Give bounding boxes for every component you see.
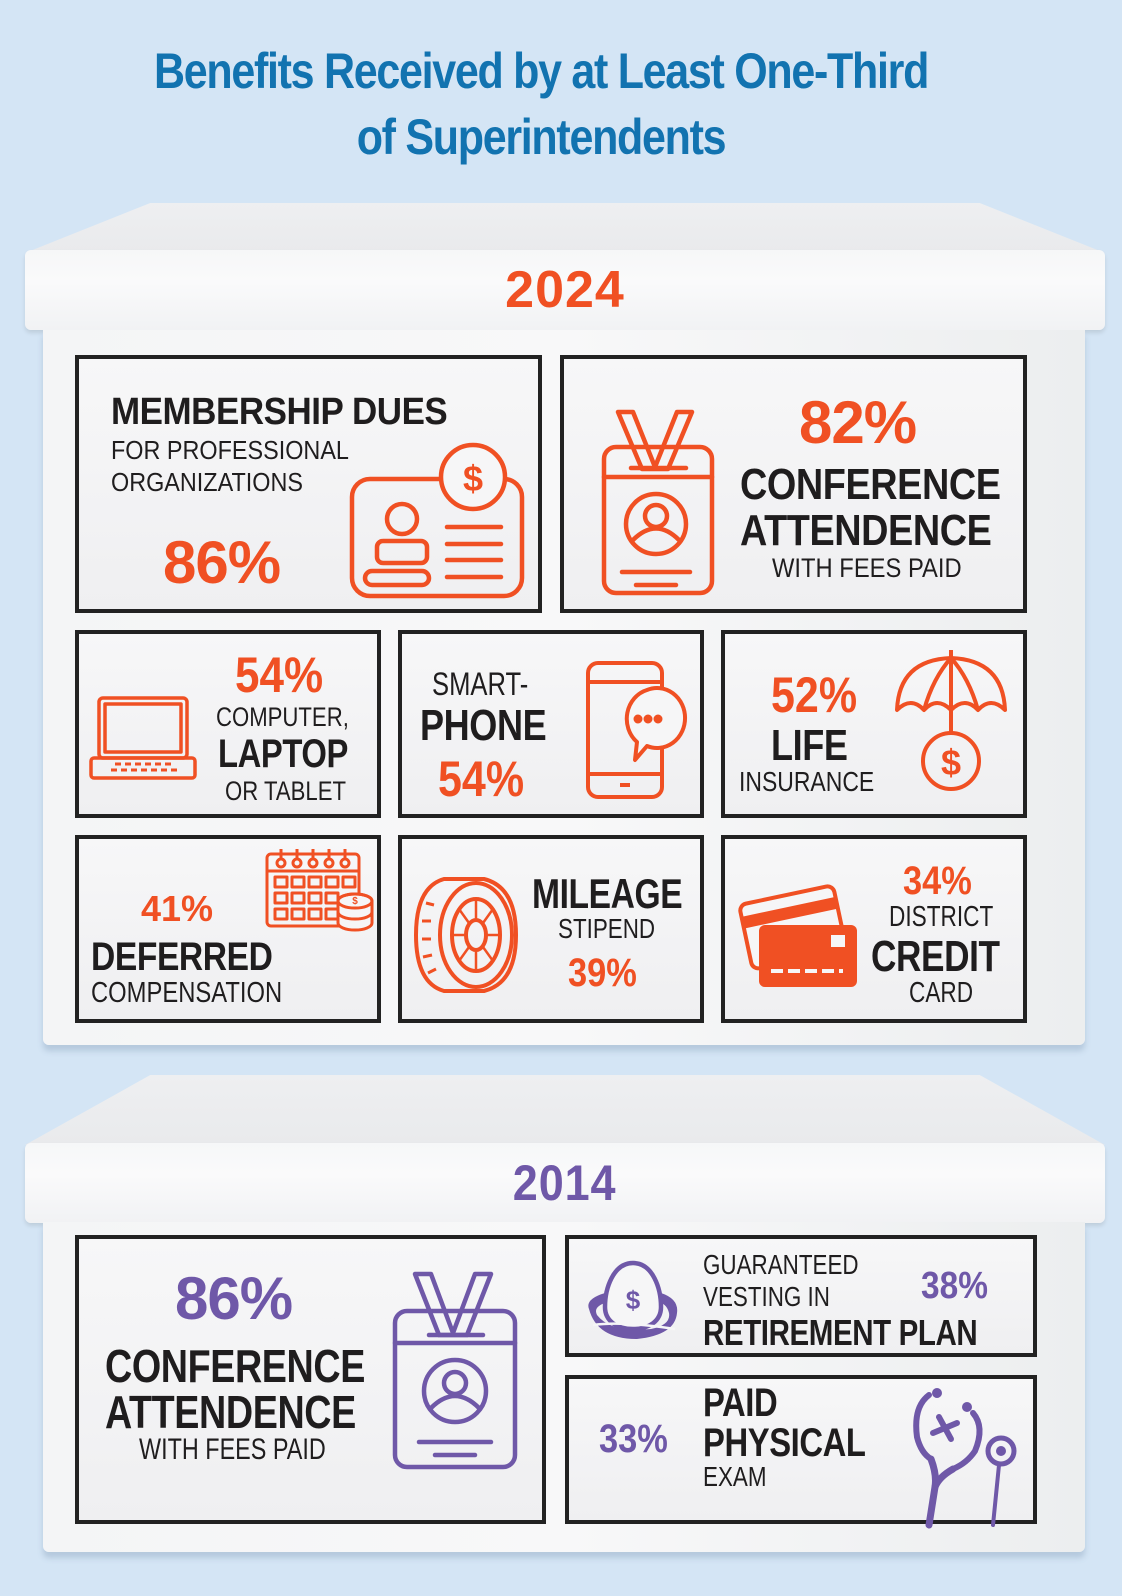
physical-sub: EXAM	[703, 1461, 767, 1492]
membership-value: 86%	[163, 529, 281, 596]
conference-2014-sub: WITH FEES PAID	[139, 1433, 326, 1466]
conference-2014-title-1: CONFERENCE	[105, 1340, 365, 1392]
svg-text:$: $	[626, 1285, 641, 1315]
lanyard-badge-icon	[601, 409, 715, 596]
smartphone-sub: SMART-	[432, 666, 529, 702]
credit-card-sub-1: DISTRICT	[889, 901, 994, 933]
tire-icon	[413, 877, 519, 993]
physical-title-2: PHYSICAL	[703, 1421, 866, 1465]
card-paid-physical: 33% PAID PHYSICAL EXAM	[565, 1375, 1037, 1529]
retirement-sub-1: GUARANTEED	[703, 1249, 859, 1280]
physical-value: 33%	[599, 1417, 668, 1461]
title-line-2: of Superintendents	[356, 109, 727, 165]
conference-2024-title-1: CONFERENCE	[740, 460, 1001, 509]
membership-sub-1: FOR PROFESSIONAL	[111, 435, 349, 465]
life-insurance-title: LIFE	[771, 721, 848, 770]
smartphone-value: 54%	[438, 751, 525, 807]
deferred-value: 41%	[141, 888, 214, 929]
card-conference-2014: 86% CONFERENCE ATTENDENCE WITH FEES PAID	[75, 1235, 546, 1524]
conference-2024-title-2: ATTENDENCE	[740, 506, 992, 555]
conference-2014-title-2: ATTENDENCE	[105, 1386, 356, 1438]
laptop-value: 54%	[235, 647, 324, 703]
credit-cards-icon	[738, 884, 857, 987]
lanyard-badge-icon	[392, 1271, 518, 1470]
conference-2024-sub: WITH FEES PAID	[772, 553, 962, 583]
credit-card-sub-2: CARD	[909, 977, 974, 1009]
conference-2024-value: 82%	[799, 389, 917, 456]
retirement-title: RETIREMENT PLAN	[703, 1312, 978, 1353]
life-insurance-value: 52%	[771, 667, 858, 723]
credit-card-title: CREDIT	[871, 932, 1000, 981]
card-district-credit-card: 34% DISTRICT CREDIT CARD	[721, 835, 1027, 1023]
svg-text:$: $	[463, 458, 483, 499]
card-conference-2024: 82% CONFERENCE ATTENDENCE WITH FEES PAID	[560, 355, 1027, 613]
card-membership-dues: MEMBERSHIP DUES FOR PROFESSIONAL ORGANIZ…	[75, 355, 542, 613]
smartphone-chat-icon	[586, 661, 688, 799]
mileage-value: 39%	[568, 951, 637, 995]
life-insurance-sub: INSURANCE	[739, 766, 875, 797]
laptop-sub-2: OR TABLET	[225, 776, 346, 806]
box-2014-lid-top	[25, 1075, 1105, 1145]
card-mileage-stipend: MILEAGE STIPEND 39%	[398, 835, 704, 1023]
laptop-sub-1: COMPUTER,	[216, 702, 349, 732]
membership-title: MEMBERSHIP DUES	[111, 391, 448, 433]
retirement-value: 38%	[921, 1265, 988, 1307]
card-retirement-plan: $ GUARANTEED VESTING IN RETIREMENT PLAN …	[565, 1235, 1037, 1357]
physical-title-1: PAID	[703, 1381, 778, 1425]
umbrella-dollar-icon: $	[895, 650, 1007, 791]
nest-egg-dollar-icon: $	[588, 1260, 678, 1339]
mileage-sub: STIPEND	[558, 913, 656, 944]
laptop-title: LAPTOP	[218, 732, 348, 776]
id-card-dollar-icon: $	[349, 442, 525, 599]
stethoscope-icon	[913, 1388, 1017, 1529]
deferred-sub: COMPENSATION	[91, 977, 283, 1009]
box-2024-lid: 2024	[25, 250, 1105, 330]
svg-text:$: $	[941, 742, 961, 783]
card-computer-laptop: 54% COMPUTER, LAPTOP OR TABLET	[75, 630, 381, 818]
credit-card-value: 34%	[903, 859, 972, 903]
page-title: Benefits Received by at Least One-Third …	[76, 38, 1007, 170]
svg-text:$: $	[352, 896, 358, 907]
laptop-icon	[89, 696, 197, 780]
box-2024-lid-top	[25, 203, 1105, 253]
card-smartphone: SMART- PHONE 54%	[398, 630, 704, 818]
calendar-coins-icon: $	[265, 849, 374, 932]
smartphone-title: PHONE	[420, 701, 547, 750]
year-label-2014: 2014	[513, 1155, 617, 1211]
deferred-title: DEFERRED	[91, 935, 273, 979]
membership-sub-2: ORGANIZATIONS	[111, 467, 303, 497]
card-life-insurance: 52% LIFE INSURANCE $	[721, 630, 1027, 818]
card-deferred-compensation: $ 41% DEFERRED COMPENSATION	[75, 835, 381, 1023]
box-2014-lid: 2014	[25, 1143, 1105, 1223]
conference-2014-value: 86%	[175, 1265, 293, 1332]
title-line-1: Benefits Received by at Least One-Third	[153, 43, 929, 99]
retirement-sub-2: VESTING IN	[703, 1281, 830, 1312]
mileage-title: MILEAGE	[532, 870, 683, 917]
year-label-2024: 2024	[505, 261, 625, 319]
